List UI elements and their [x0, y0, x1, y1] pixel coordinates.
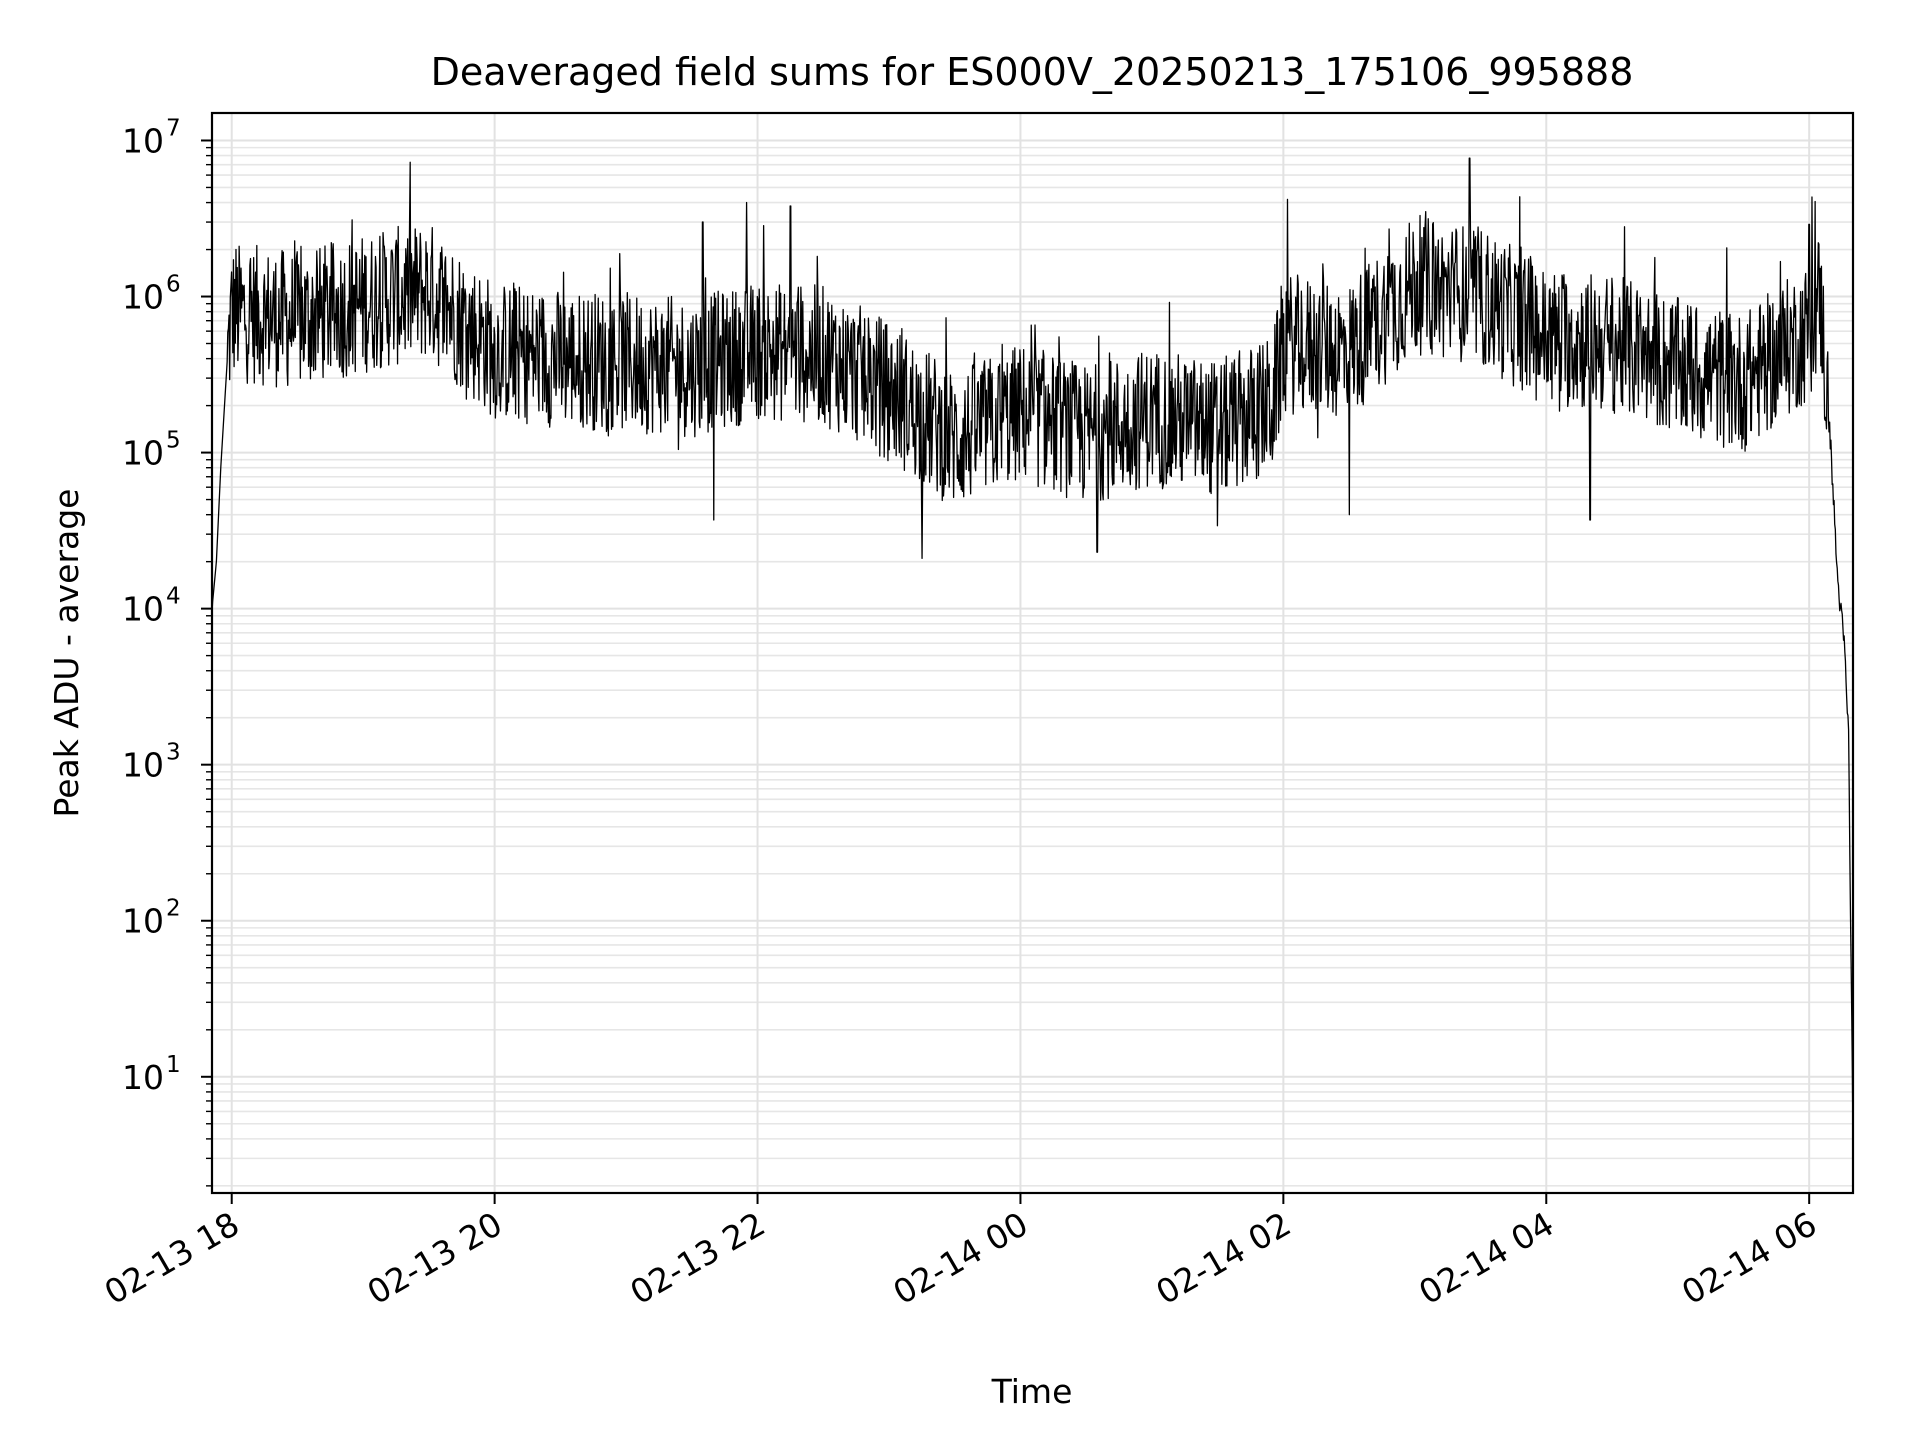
- x-axis: 02-13 18 02-13 20 02-13 22 02-14 00 02-14 02…: [98, 1193, 1823, 1312]
- y-tick-label-exponent: 4: [166, 584, 181, 610]
- x-axis-label: Time: [991, 1372, 1073, 1411]
- y-tick-label-exponent: 1: [166, 1052, 181, 1078]
- y-tick-label-exponent: 6: [166, 272, 181, 298]
- y-tick-label-exponent: 7: [166, 115, 181, 141]
- x-tick-label: 02-13 20: [361, 1204, 509, 1312]
- y-tick-label: 10: [122, 434, 164, 473]
- grid: [212, 113, 1853, 1193]
- x-tick-label: 02-14 06: [1675, 1204, 1823, 1312]
- x-tick-label: 02-14 02: [1149, 1204, 1297, 1312]
- x-tick-label: 02-13 22: [624, 1204, 772, 1312]
- chart-title: Deaveraged field sums for ES000V_2025021…: [431, 50, 1634, 94]
- y-tick-label: 10: [122, 746, 164, 785]
- y-tick-label: 10: [122, 590, 164, 629]
- y-tick-label-exponent: 2: [166, 896, 181, 922]
- y-tick-label-exponent: 5: [166, 428, 181, 454]
- x-tick-label: 02-14 00: [886, 1204, 1034, 1312]
- series-line: [211, 157, 1854, 1143]
- x-tick-label: 02-14 04: [1412, 1204, 1560, 1312]
- data-series: [211, 157, 1854, 1143]
- y-tick-label: 10: [122, 1058, 164, 1097]
- x-tick-label: 02-13 18: [98, 1204, 246, 1312]
- y-tick-label: 10: [122, 121, 164, 160]
- y-tick-label: 10: [122, 278, 164, 317]
- plot-frame: [210, 111, 1855, 1195]
- y-tick-label: 10: [122, 902, 164, 941]
- y-axis-label: Peak ADU - average: [47, 489, 86, 818]
- y-tick-label-exponent: 3: [166, 740, 181, 766]
